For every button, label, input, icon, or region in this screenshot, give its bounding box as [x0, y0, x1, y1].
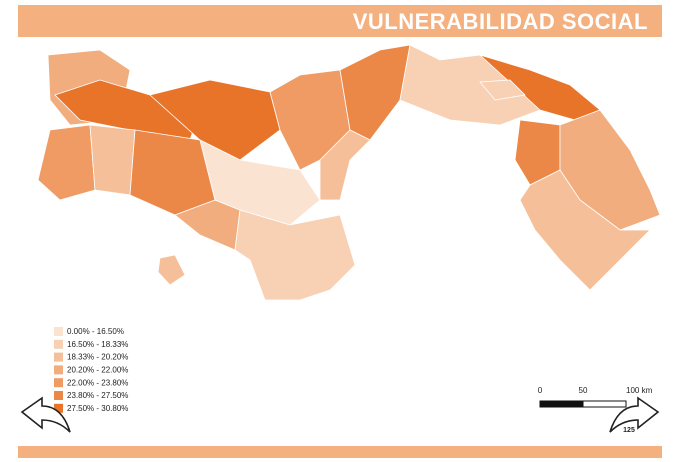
map-regions	[37, 44, 661, 301]
scale-label: 100 km	[626, 386, 653, 395]
next-arrow[interactable]	[609, 396, 660, 433]
nav-arrows	[20, 396, 660, 433]
legend-swatch	[54, 327, 63, 336]
region	[37, 124, 96, 201]
region	[519, 169, 651, 291]
prev-arrow[interactable]	[20, 396, 71, 433]
title-bar: VULNERABILIDAD SOCIAL	[18, 5, 662, 37]
legend-swatch	[54, 365, 63, 375]
legend-swatch	[54, 378, 63, 388]
scale-segment	[539, 400, 584, 408]
region	[319, 129, 371, 201]
scale-segment	[582, 400, 627, 408]
legend-label: 22.00% - 23.80%	[67, 378, 128, 387]
scale-label: 50	[579, 386, 588, 395]
legend-label: 27.50% - 30.80%	[67, 404, 128, 413]
legend-label: 20.20% - 22.00%	[67, 366, 128, 375]
legend-label: 0.00% - 16.50%	[67, 327, 124, 336]
bottom-bar	[18, 446, 662, 458]
legend-swatch	[54, 391, 63, 400]
region	[479, 79, 526, 101]
page-number: 125	[623, 427, 635, 434]
legend-swatch	[54, 352, 63, 362]
title: VULNERABILIDAD SOCIAL	[352, 9, 648, 34]
scale-label: 0	[538, 386, 543, 395]
legend-label: 18.33% - 20.20%	[67, 353, 128, 362]
scale-bar: 0 50 100 km	[538, 386, 653, 408]
region	[89, 124, 136, 196]
legend-label: 23.80% - 27.50%	[67, 391, 128, 400]
legend-swatch	[54, 339, 63, 349]
legend-swatch	[54, 403, 63, 413]
region	[339, 44, 411, 141]
region	[157, 254, 186, 286]
legend: 0.00% - 16.50% 16.50% - 18.33% 18.33% - 20…	[54, 327, 128, 413]
region	[234, 209, 356, 301]
legend-label: 16.50% - 18.33%	[67, 340, 128, 349]
